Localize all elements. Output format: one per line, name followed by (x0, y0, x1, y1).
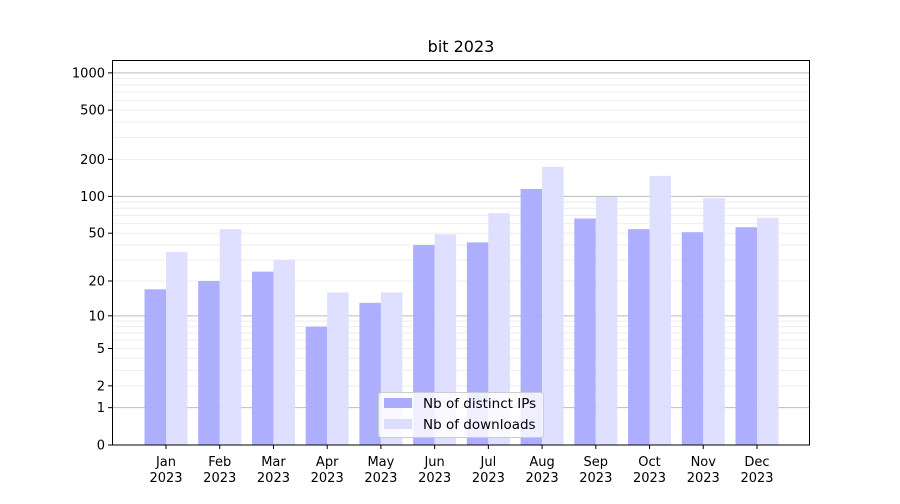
y-tick-label: 20 (88, 275, 105, 290)
bar-downloads (219, 229, 242, 445)
y-tick-label: 1 (97, 401, 105, 416)
bar-ips (735, 227, 757, 445)
x-tick-label-year: 2023 (149, 471, 182, 486)
plot-frame (112, 60, 810, 446)
y-tick-label: 50 (88, 227, 105, 242)
y-axis: 0 1 2 5 10 20 50 100 200 500 1000 (72, 66, 112, 454)
bar-ips (305, 326, 328, 445)
bar-ips (574, 218, 596, 445)
x-tick-label-month: Jun (423, 455, 444, 470)
bar-ips (251, 271, 274, 445)
y-tick-label: 500 (80, 104, 105, 119)
chart-title: bit 2023 (428, 37, 495, 56)
y-tick-label: 10 (88, 309, 105, 324)
x-tick-label-year: 2023 (740, 471, 773, 486)
legend-label-ips: Nb of distinct IPs (423, 396, 536, 412)
bar-downloads (649, 175, 672, 445)
legend-swatch-ips (384, 398, 412, 408)
x-tick-label-year: 2023 (203, 471, 236, 486)
y-tick-label: 2 (97, 379, 105, 394)
bar-ips (359, 302, 381, 445)
x-tick-label-year: 2023 (418, 471, 451, 486)
bar-downloads (757, 217, 779, 445)
legend-label-downloads: Nb of downloads (423, 417, 536, 433)
x-tick-label-year: 2023 (257, 471, 290, 486)
x-tick-label-year: 2023 (364, 471, 397, 486)
x-axis: Jan2023Feb2023Mar2023Apr2023May2023Jun20… (149, 445, 774, 486)
x-tick-label-month: Feb (208, 455, 231, 470)
x-tick-label-month: May (367, 455, 394, 470)
bar-ips (628, 229, 650, 445)
y-tick-label: 0 (97, 439, 105, 454)
x-tick-label-year: 2023 (687, 471, 720, 486)
y-tick-label: 1000 (72, 66, 105, 81)
bar-downloads (273, 260, 295, 445)
x-tick-label-year: 2023 (633, 471, 666, 486)
x-tick-label-month: Sep (584, 455, 609, 470)
legend-swatch-downloads (384, 419, 412, 429)
bar-downloads (542, 166, 564, 445)
x-tick-label-month: Jan (155, 455, 176, 470)
x-tick-label-month: Aug (529, 455, 554, 470)
x-tick-label-month: Dec (744, 455, 769, 470)
x-tick-label-month: Nov (691, 455, 717, 470)
x-tick-label-year: 2023 (526, 471, 559, 486)
y-tick-label: 5 (97, 342, 105, 357)
bar-downloads (327, 292, 349, 445)
y-tick-label: 200 (80, 153, 105, 168)
y-tick-label: 100 (80, 190, 105, 205)
x-tick-label-year: 2023 (579, 471, 612, 486)
x-tick-label-month: Jul (480, 455, 497, 470)
x-tick-label-month: Apr (316, 455, 339, 470)
legend: Nb of distinct IPs Nb of downloads (378, 392, 544, 438)
bar-ips (198, 281, 220, 445)
bar-downloads (488, 213, 510, 445)
bar-ips (144, 289, 166, 445)
x-tick-label-month: Oct (638, 455, 660, 470)
x-tick-label-month: Mar (261, 455, 286, 470)
x-tick-label-year: 2023 (311, 471, 344, 486)
x-tick-label-year: 2023 (472, 471, 505, 486)
bar-ips (520, 188, 543, 445)
bar-downloads (703, 198, 725, 445)
bar-downloads (166, 251, 188, 445)
bar-downloads (595, 196, 618, 445)
bar-ips (681, 232, 704, 445)
